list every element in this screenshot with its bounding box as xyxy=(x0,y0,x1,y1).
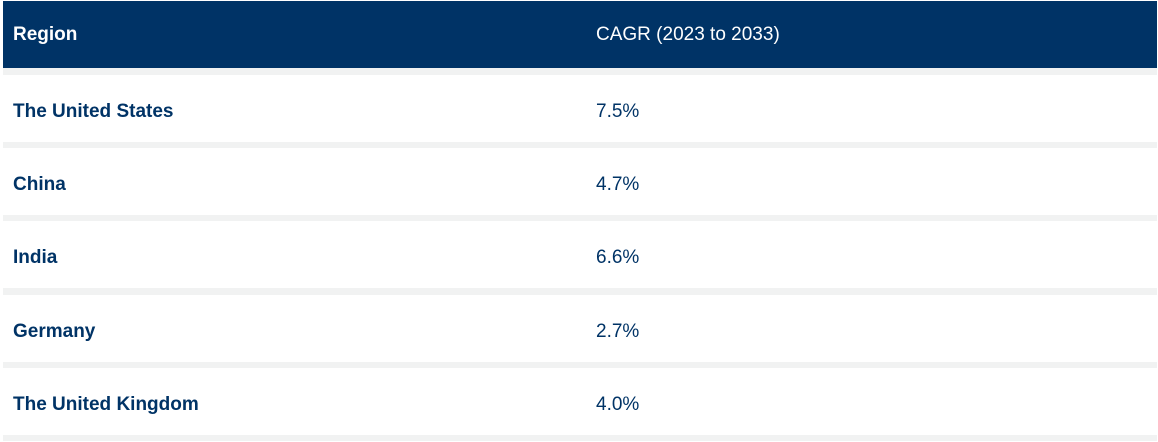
table-row: India 6.6% xyxy=(3,221,1157,288)
table-row: The United Kingdom 4.0% xyxy=(3,368,1157,435)
table-header: Region CAGR (2023 to 2033) xyxy=(3,1,1157,68)
row-cagr: 7.5% xyxy=(596,101,640,122)
row-cagr: 4.0% xyxy=(596,394,640,415)
row-region: The United States xyxy=(13,101,174,122)
header-region: Region xyxy=(13,24,78,45)
cagr-table: Region CAGR (2023 to 2033) The United St… xyxy=(3,1,1157,441)
row-cagr: 6.6% xyxy=(596,247,640,268)
row-region: The United Kingdom xyxy=(13,394,199,415)
row-region: India xyxy=(13,247,58,268)
row-region: China xyxy=(13,174,66,195)
row-cagr: 4.7% xyxy=(596,174,640,195)
row-region: Germany xyxy=(13,321,96,342)
table-row: China 4.7% xyxy=(3,148,1157,215)
row-cagr: 2.7% xyxy=(596,321,640,342)
table-row: Germany 2.7% xyxy=(3,295,1157,362)
header-cagr: CAGR (2023 to 2033) xyxy=(596,24,780,45)
table-row: The United States 7.5% xyxy=(3,75,1157,142)
